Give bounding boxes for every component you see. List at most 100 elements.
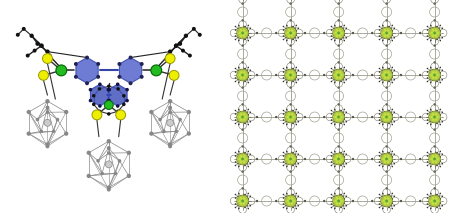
Circle shape — [43, 54, 53, 63]
Circle shape — [291, 76, 293, 79]
Circle shape — [439, 67, 441, 68]
Circle shape — [184, 34, 188, 38]
Circle shape — [245, 32, 247, 34]
Circle shape — [107, 151, 111, 155]
Circle shape — [382, 118, 384, 120]
Circle shape — [388, 155, 390, 157]
Circle shape — [235, 35, 236, 37]
Circle shape — [388, 29, 390, 31]
Circle shape — [343, 124, 345, 125]
Circle shape — [436, 152, 438, 153]
Circle shape — [433, 187, 436, 190]
Circle shape — [292, 194, 294, 195]
Circle shape — [22, 27, 26, 31]
Circle shape — [296, 34, 297, 36]
Circle shape — [334, 72, 335, 74]
Circle shape — [235, 123, 236, 124]
Circle shape — [289, 170, 292, 173]
Circle shape — [238, 124, 239, 125]
Circle shape — [244, 203, 246, 205]
Circle shape — [92, 103, 96, 106]
Circle shape — [244, 207, 246, 208]
Circle shape — [105, 101, 113, 109]
Circle shape — [149, 110, 154, 114]
Circle shape — [296, 114, 297, 116]
Circle shape — [379, 119, 380, 121]
Circle shape — [346, 111, 347, 113]
Circle shape — [286, 72, 288, 74]
Circle shape — [337, 128, 340, 131]
Circle shape — [188, 54, 192, 58]
Circle shape — [243, 76, 245, 79]
Circle shape — [384, 111, 385, 113]
Circle shape — [439, 114, 441, 116]
Circle shape — [385, 19, 388, 22]
Circle shape — [339, 155, 342, 158]
Circle shape — [392, 124, 393, 125]
Circle shape — [352, 158, 354, 160]
Circle shape — [52, 130, 55, 133]
Circle shape — [286, 158, 289, 160]
Circle shape — [116, 109, 120, 113]
Circle shape — [298, 69, 299, 71]
Circle shape — [96, 62, 100, 66]
Circle shape — [291, 155, 293, 158]
Circle shape — [400, 32, 402, 34]
Circle shape — [288, 121, 289, 122]
Circle shape — [382, 76, 384, 78]
Circle shape — [339, 118, 342, 121]
Circle shape — [388, 152, 390, 153]
Circle shape — [240, 79, 242, 81]
Circle shape — [427, 39, 428, 40]
Circle shape — [343, 40, 345, 41]
Circle shape — [235, 203, 236, 205]
Circle shape — [117, 75, 122, 79]
Circle shape — [436, 77, 438, 79]
Circle shape — [285, 69, 297, 81]
Circle shape — [392, 151, 393, 152]
Circle shape — [334, 151, 335, 152]
Circle shape — [240, 76, 242, 79]
Circle shape — [430, 118, 431, 120]
Circle shape — [39, 43, 44, 48]
Circle shape — [385, 61, 388, 64]
Circle shape — [379, 113, 380, 115]
Circle shape — [140, 75, 144, 79]
Circle shape — [288, 197, 290, 200]
Circle shape — [286, 34, 288, 36]
Circle shape — [291, 160, 293, 163]
Circle shape — [238, 67, 239, 68]
Circle shape — [245, 158, 247, 160]
Circle shape — [336, 154, 338, 155]
Circle shape — [382, 151, 384, 152]
Circle shape — [392, 202, 393, 204]
Circle shape — [385, 187, 388, 190]
Circle shape — [292, 123, 294, 124]
Circle shape — [247, 34, 249, 36]
Circle shape — [394, 154, 395, 155]
Circle shape — [247, 118, 249, 120]
Circle shape — [298, 37, 299, 39]
Circle shape — [436, 119, 438, 121]
Circle shape — [247, 124, 249, 125]
Circle shape — [96, 159, 100, 163]
Circle shape — [340, 152, 342, 153]
Circle shape — [334, 160, 335, 162]
Circle shape — [427, 123, 428, 124]
Circle shape — [427, 197, 428, 199]
Circle shape — [430, 208, 431, 209]
Circle shape — [106, 185, 111, 190]
Circle shape — [385, 86, 388, 89]
Circle shape — [346, 205, 347, 207]
Circle shape — [240, 37, 242, 39]
Circle shape — [56, 118, 59, 121]
Circle shape — [336, 197, 338, 200]
Circle shape — [98, 87, 101, 91]
Circle shape — [430, 34, 431, 36]
Circle shape — [333, 195, 344, 207]
Circle shape — [436, 200, 439, 202]
Circle shape — [241, 19, 244, 22]
Circle shape — [433, 19, 436, 22]
Circle shape — [288, 113, 290, 116]
Circle shape — [236, 69, 248, 81]
